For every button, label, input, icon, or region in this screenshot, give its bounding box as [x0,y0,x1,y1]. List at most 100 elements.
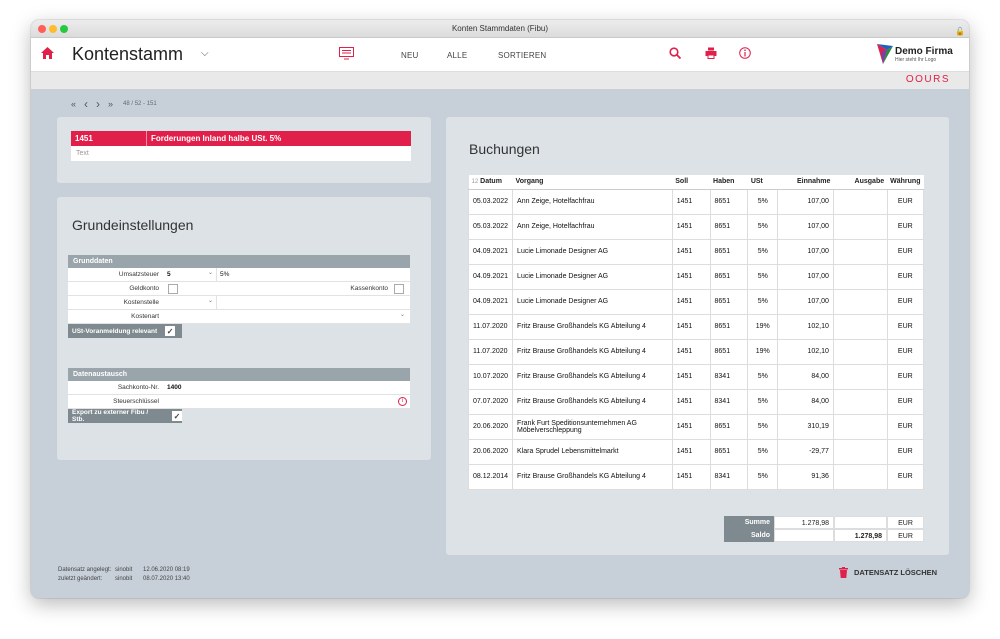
cost-center-dropdown-icon[interactable]: ⌄ [208,298,214,304]
ledger-number-field[interactable]: 1400 [167,384,182,391]
account-name[interactable]: Forderungen Inland halbe USt. 5% [151,134,282,143]
export-toggle[interactable]: Export zu externer Fibu / Stb. ✓ [68,409,182,423]
vat-row: Umsatzsteuer 5 ⌄ 5% [68,268,410,282]
table-row[interactable]: 20.06.2020 Klara Sprudel Lebensmittelmark… [467,438,925,465]
record-counter: 48 / 52 - 151 [123,101,157,107]
cell-vat: 5% [747,188,779,215]
brand-bar: OOURS [31,72,969,89]
cell-credit: 8651 [709,263,749,290]
search-icon[interactable] [669,47,681,59]
changed-date: 08.07.2020 13:40 [143,576,190,582]
column-income[interactable]: Einnahme [777,175,834,190]
chevron-down-icon[interactable]: ⌵ [201,48,209,59]
checkmark-icon[interactable]: ✓ [165,326,176,336]
all-button[interactable]: ALLE [447,51,468,60]
cell-vat: 5% [747,413,779,440]
cash-account-checkbox[interactable] [394,284,404,294]
delete-record-label: DATENSATZ LÖSCHEN [854,568,938,577]
divider [146,131,147,146]
cell-vat: 5% [747,463,779,490]
account-text-field[interactable]: Text [71,146,411,161]
table-row[interactable]: 04.09.2021 Lucie Limonade Designer AG 1451… [467,288,925,315]
print-icon[interactable] [705,47,717,59]
table-row[interactable]: 04.09.2021 Lucie Limonade Designer AG 1451… [467,263,925,290]
table-row[interactable]: 04.09.2021 Lucie Limonade Designer AG 1451… [467,238,925,265]
account-number[interactable]: 1451 [75,134,93,143]
column-credit[interactable]: Haben [710,175,748,190]
cell-process: Ann Zeige, Hotelfachfrau [512,188,673,215]
cell-date: 04.09.2021 [467,288,514,315]
cell-debit: 1451 [671,463,711,490]
info-icon[interactable]: i [398,397,407,406]
list-view-icon[interactable] [339,47,354,60]
table-row[interactable]: 07.07.2020 Fritz Brause Großhandels KG Ab… [467,388,925,415]
minimize-window-button[interactable] [49,25,57,33]
table-row[interactable]: 05.03.2022 Ann Zeige, Hotelfachfrau 1451 86… [467,188,925,215]
cell-expense [832,213,888,240]
lock-icon[interactable]: 🔓 [955,27,965,36]
tax-key-label: Steuerschlüssel [113,398,159,405]
cell-credit: 8651 [709,313,749,340]
prev-record-icon[interactable]: ‹ [84,97,89,111]
cell-credit: 8341 [709,363,749,390]
cell-process: Lucie Limonade Designer AG [512,238,673,265]
cell-process: Fritz Brause Großhandels KG Abteilung 4 [512,463,673,490]
cost-type-row: Kostenart ⌄ [68,310,410,324]
table-row[interactable]: 05.03.2022 Ann Zeige, Hotelfachfrau 1451 86… [467,213,925,240]
table-row[interactable]: 08.12.2014 Fritz Brause Großhandels KG Ab… [467,463,925,490]
column-date[interactable]: Datum [480,178,502,186]
cell-currency: EUR [886,463,925,490]
money-account-checkbox[interactable] [168,284,178,294]
data-exchange-group: Datenaustausch Sachkonto-Nr. 1400 Steuer… [68,368,410,423]
page-title: Kontenstamm [72,44,184,64]
created-label: Datensatz angelegt: [58,567,112,573]
changed-user: sinobit [115,576,133,582]
info-icon[interactable] [739,47,751,59]
cell-credit: 8651 [709,213,749,240]
cell-currency: EUR [886,438,925,465]
tax-key-row: Steuerschlüssel i [68,395,410,409]
delete-record-button[interactable]: DATENSATZ LÖSCHEN [839,567,937,578]
table-row[interactable]: 20.06.2020 Frank Furt Speditionsunternehm… [467,413,925,440]
column-expense[interactable]: Ausgabe [833,175,888,190]
cell-date: 04.09.2021 [467,238,514,265]
table-header-row: 12 Datum Vorgang Soll Haben USt Einnahme… [468,175,924,190]
cell-currency: EUR [886,238,925,265]
column-vat[interactable]: USt [747,175,778,190]
created-date: 12.06.2020 08:19 [143,567,190,573]
last-record-icon[interactable]: » [108,99,114,109]
column-process[interactable]: Vorgang [512,175,673,190]
home-icon[interactable] [41,47,54,59]
vat-dropdown-icon[interactable]: ⌄ [208,270,214,276]
sort-button[interactable]: SORTIEREN [498,51,547,60]
column-currency[interactable]: Währung [887,175,924,190]
table-row[interactable]: 10.07.2020 Fritz Brause Großhandels KG Ab… [467,363,925,390]
cell-vat: 19% [747,313,779,340]
cell-vat: 5% [747,213,779,240]
cell-process: Frank Furt Speditionsunternehmen AG Möbe… [512,413,673,440]
cell-income: 107,00 [777,238,834,265]
table-row[interactable]: 11.07.2020 Fritz Brause Großhandels KG Ab… [467,313,925,340]
cell-date: 05.03.2022 [467,188,514,215]
settings-panel: Grundeinstellungen Grunddaten Umsatzsteu… [57,197,431,460]
balance-empty [774,529,834,542]
table-row[interactable]: 11.07.2020 Fritz Brause Großhandels KG Ab… [467,338,925,365]
vat-prereg-toggle[interactable]: USt-Voranmeldung relevant ✓ [68,324,182,338]
column-debit[interactable]: Soll [672,175,711,190]
vat-select[interactable]: 5 [167,271,171,278]
cost-type-dropdown-icon[interactable]: ⌄ [400,312,406,318]
first-record-icon[interactable]: « [71,99,77,109]
cell-expense [832,363,888,390]
cell-income: 107,00 [777,213,834,240]
next-record-icon[interactable]: › [96,97,101,111]
cell-expense [832,238,888,265]
cost-type-label: Kostenart [131,313,159,320]
checkmark-icon[interactable]: ✓ [172,411,182,421]
account-header-row: 1451 Forderungen Inland halbe USt. 5% [71,131,411,146]
cell-expense [832,288,888,315]
vat-label: Umsatzsteuer [118,271,159,278]
bookings-table: 12 Datum Vorgang Soll Haben USt Einnahme… [467,175,925,490]
close-window-button[interactable] [38,25,46,33]
zoom-window-button[interactable] [60,25,68,33]
new-button[interactable]: NEU [401,51,419,60]
